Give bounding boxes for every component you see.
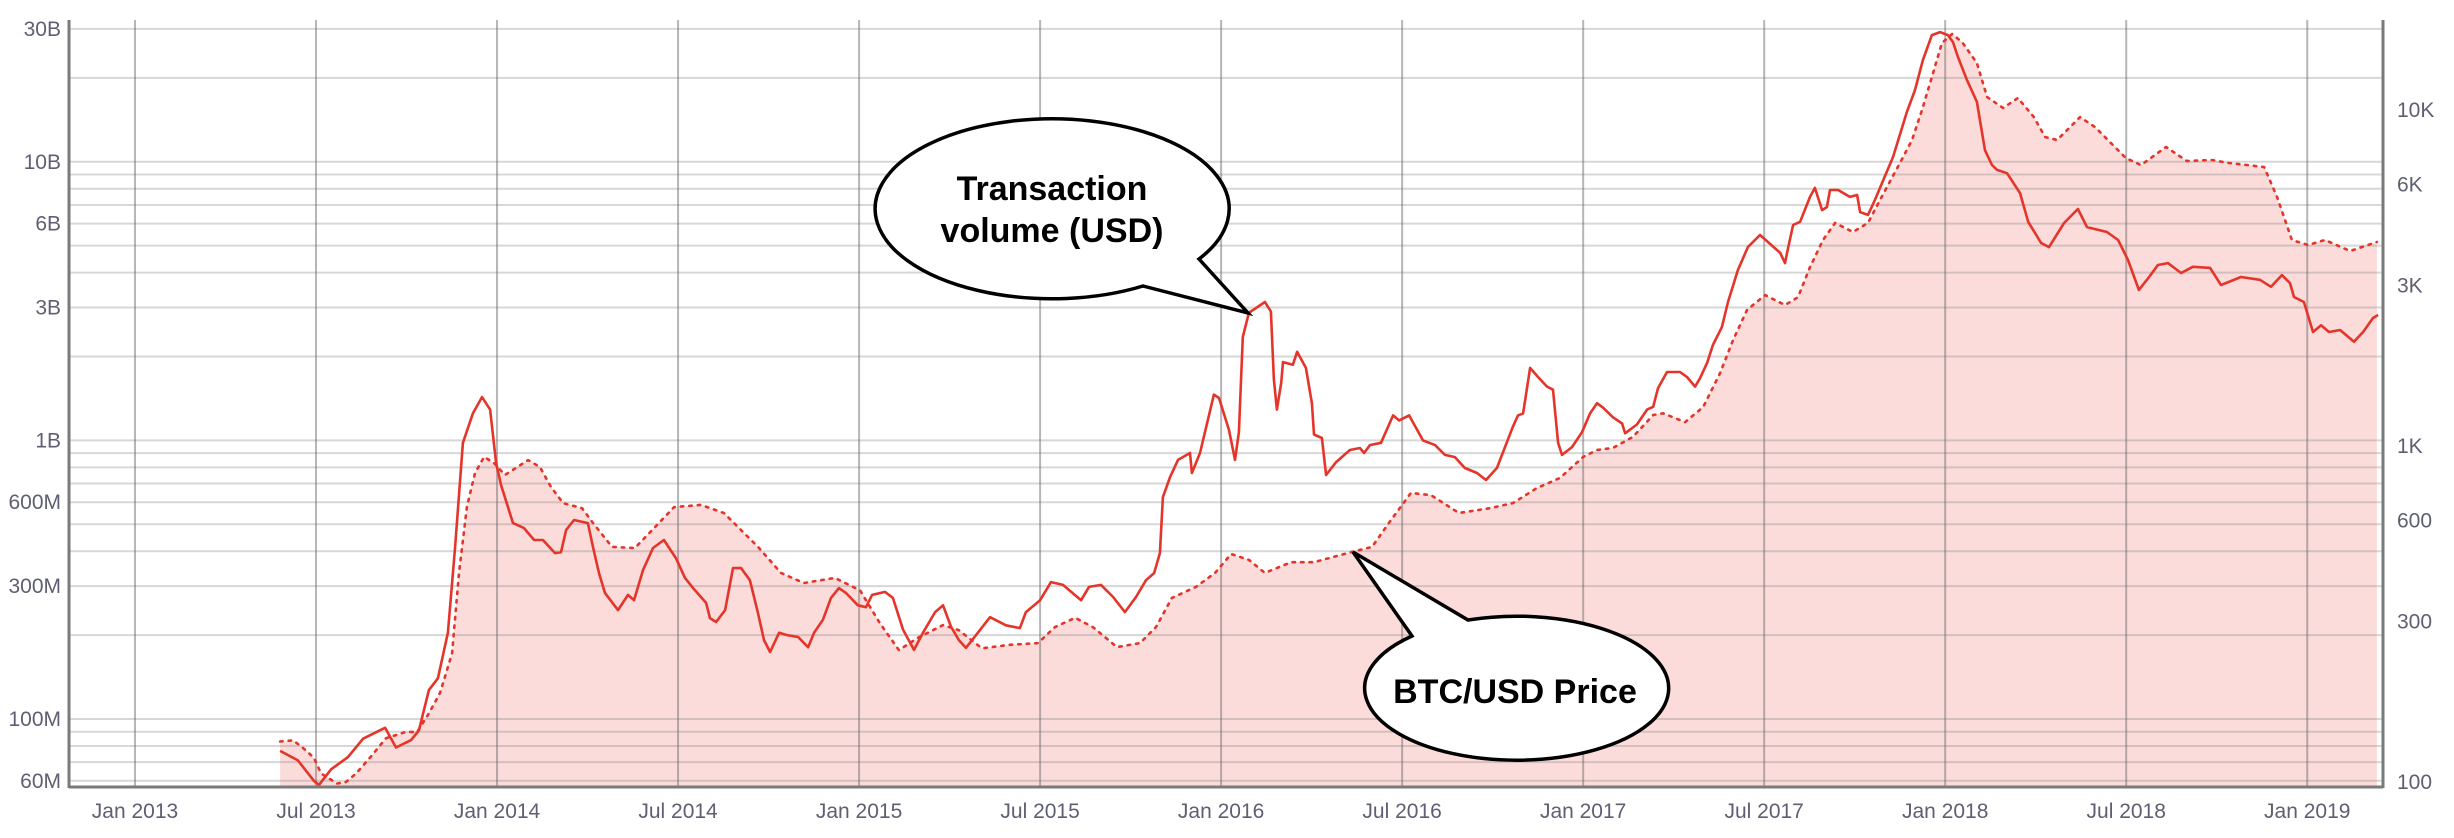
x-tick-label: Jan 2015 <box>816 800 902 823</box>
left-tick-label: 1B <box>35 429 61 452</box>
callout-volume-line2: volume (USD) <box>941 212 1164 250</box>
callout-bubble-price <box>1351 550 1671 762</box>
x-tick-label: Jul 2014 <box>638 800 718 823</box>
x-tick-label: Jan 2017 <box>1540 800 1626 823</box>
right-tick-label: 10K <box>2397 99 2434 122</box>
x-tick-label: Jan 2013 <box>92 800 178 823</box>
left-tick-label: 600M <box>8 491 61 514</box>
price-area-fill <box>280 34 2377 787</box>
axes <box>67 20 2385 789</box>
x-tick-label: Jul 2018 <box>2087 800 2166 823</box>
left-tick-label: 60M <box>20 770 61 793</box>
left-tick-label: 30B <box>24 18 61 41</box>
right-tick-label: 300 <box>2397 611 2432 634</box>
left-tick-label: 300M <box>8 575 61 598</box>
right-tick-label: 1K <box>2397 435 2423 458</box>
x-tick-label: Jan 2016 <box>1178 800 1264 823</box>
callout-btc-price: BTC/USD Price <box>1351 550 1671 762</box>
callout-transaction-volume: Transaction volume (USD) <box>873 117 1254 317</box>
volume-line <box>279 30 2379 787</box>
right-axis-tick-labels: 10K 6K 3K 1K 600 300 100 <box>2397 99 2434 794</box>
callout-volume-line1: Transaction <box>957 170 1148 208</box>
price-area <box>280 34 2377 787</box>
left-axis-tick-labels: 30B 10B 6B 3B 1B 600M 300M 100M 60M <box>8 18 61 793</box>
x-tick-label: Jan 2014 <box>454 800 541 823</box>
left-tick-label: 3B <box>35 296 61 319</box>
x-axis-tick-labels: Jan 2013 Jul 2013 Jan 2014 Jul 2014 Jan 2015… <box>92 800 2351 823</box>
right-tick-label: 6K <box>2397 174 2423 197</box>
volume-line-solid <box>279 30 2379 787</box>
x-tick-label: Jul 2015 <box>1000 800 1079 823</box>
x-tick-label: Jan 2018 <box>1902 800 1988 823</box>
x-tick-label: Jul 2016 <box>1362 800 1441 823</box>
left-tick-label: 100M <box>8 708 61 731</box>
price-line-dotted <box>278 32 2379 785</box>
callout-bubble-volume <box>873 117 1254 317</box>
x-tick-label: Jan 2019 <box>2264 800 2350 823</box>
left-tick-label: 6B <box>35 213 61 236</box>
x-tick-label: Jul 2013 <box>276 800 355 823</box>
x-tick-label: Jul 2017 <box>1724 800 1803 823</box>
right-tick-label: 100 <box>2397 771 2432 794</box>
left-tick-label: 10B <box>24 151 61 174</box>
right-tick-label: 600 <box>2397 510 2432 533</box>
right-tick-label: 3K <box>2397 275 2423 298</box>
callout-price-label: BTC/USD Price <box>1393 673 1637 711</box>
price-line <box>278 32 2379 785</box>
